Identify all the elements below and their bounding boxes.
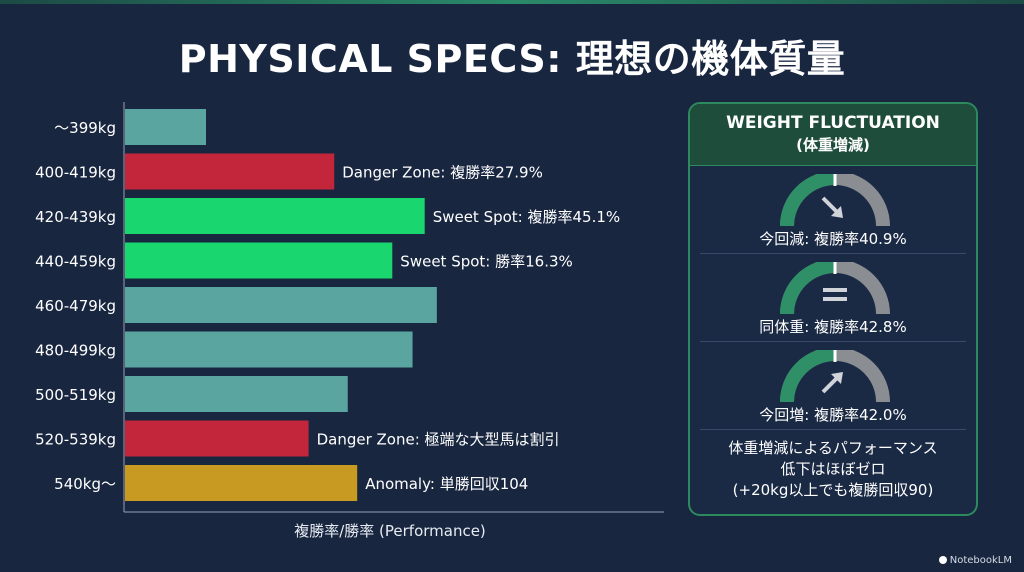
panel-note-line: (+20kg以上でも複勝回収90) — [732, 481, 934, 499]
bar-chart: 〜399kg 400-419kg Danger Zone: 複勝率27.9% 420-… — [35, 102, 664, 513]
bar — [125, 465, 358, 501]
y-tick-label: 440-459kg — [35, 253, 116, 271]
brand-watermark: NotebookLM — [938, 555, 1012, 566]
y-tick-label: 500-519kg — [35, 386, 116, 404]
panel-note-line: 体重増減によるパフォーマンス — [728, 439, 938, 457]
gauge-label: 同体重: 複勝率42.8% — [759, 318, 907, 336]
panel-note-line: 低下はほぼゼロ — [780, 460, 886, 478]
panel-subtitle: (体重増減) — [796, 136, 870, 154]
y-tick-label: 420-439kg — [35, 208, 116, 226]
gauge-label: 今回増: 複勝率42.0% — [759, 406, 907, 424]
bar-annotation: Sweet Spot: 複勝率45.1% — [433, 208, 620, 226]
gauge-dial — [780, 174, 890, 227]
gauge-weight-gain: 今回増: 複勝率42.0% — [700, 342, 966, 430]
arrow-down-right-icon — [821, 196, 843, 218]
panel-header: WEIGHT FLUCTUATION (体重増減) — [690, 104, 976, 166]
y-tick-label: 〜399kg — [54, 119, 116, 137]
bar — [125, 376, 348, 412]
gauge-label: 今回減: 複勝率40.9% — [759, 230, 907, 248]
bar — [125, 198, 425, 234]
bar — [125, 420, 309, 457]
y-tick-label: 480-499kg — [35, 342, 116, 360]
bar-annotation: Anomaly: 単勝回収104 — [365, 475, 528, 493]
bar-annotation: Danger Zone: 複勝率27.9% — [342, 164, 543, 182]
y-tick-label: 520-539kg — [35, 431, 116, 449]
bar — [125, 242, 393, 279]
bar — [125, 153, 335, 190]
notebooklm-logo-icon — [938, 556, 947, 564]
bar — [125, 287, 437, 323]
bar — [125, 331, 413, 368]
gauge-dial — [780, 350, 890, 403]
weight-fluctuation-panel: WEIGHT FLUCTUATION (体重増減) 今回減: 複勝率40.9% … — [688, 102, 978, 516]
y-tick-label: 400-419kg — [35, 164, 116, 182]
gauge-same-weight: 同体重: 複勝率42.8% — [700, 254, 966, 342]
bar-annotation: Danger Zone: 極端な大型馬は割引 — [317, 431, 560, 449]
top-accent-strip — [0, 0, 1024, 4]
bar — [125, 109, 206, 145]
brand-label: NotebookLM — [949, 555, 1012, 566]
panel-note: 体重増減によるパフォーマンス 低下はほぼゼロ (+20kg以上でも複勝回収90) — [690, 430, 976, 501]
gauge-weight-loss: 今回減: 複勝率40.9% — [700, 166, 966, 254]
bar-annotation: Sweet Spot: 勝率16.3% — [400, 253, 572, 271]
panel-title: WEIGHT FLUCTUATION — [726, 113, 940, 133]
page-title: PHYSICAL SPECS: 理想の機体質量 — [178, 37, 846, 81]
y-tick-label: 540kg〜 — [54, 475, 116, 493]
gauge-dial — [780, 262, 890, 315]
y-tick-label: 460-479kg — [35, 297, 116, 315]
equals-icon — [823, 288, 847, 301]
arrow-up-right-icon — [821, 372, 843, 394]
x-axis-title: 複勝率/勝率 (Performance) — [294, 522, 486, 540]
